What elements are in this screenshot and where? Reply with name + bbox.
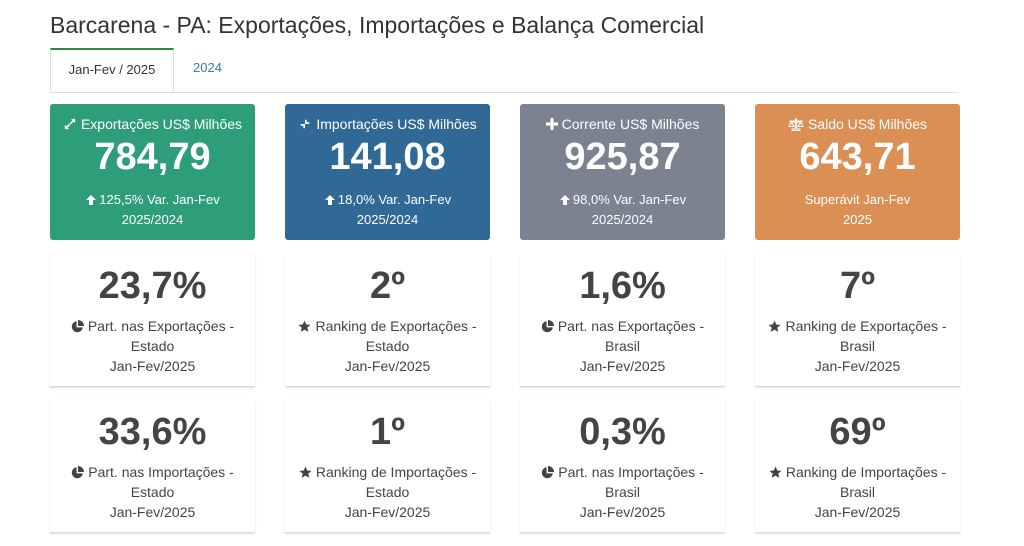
exports-variation: 125,5% Var. Jan-Fev	[99, 192, 220, 207]
corrente-period: 2025/2024	[591, 212, 654, 227]
stat-value: 1,6%	[579, 265, 666, 307]
stat-value: 0,3%	[579, 411, 666, 453]
stat-label: Part. nas Importações -	[558, 464, 704, 480]
stat-scope: Estado	[130, 338, 175, 354]
stat-value: 1º	[369, 411, 405, 453]
corrente-card: Corrente US$ Milhões 925,87 98,0% Var. J…	[520, 104, 725, 240]
saldo-status: Superávit Jan-Fev	[804, 192, 911, 207]
balance-scale-icon	[788, 118, 804, 131]
stat-period: Jan-Fev/2025	[579, 358, 666, 374]
stat-period: Jan-Fev/2025	[109, 504, 196, 520]
stat-label: Part. nas Exportações -	[87, 318, 235, 334]
saldo-card-title: Saldo US$ Milhões	[807, 116, 928, 132]
tab-bar: Jan-Fev / 2025 2024	[50, 48, 959, 93]
stat-scope: Estado	[130, 484, 175, 500]
stat-period: Jan-Fev/2025	[579, 504, 666, 520]
stat-part-exportacoes-brasil: 1,6% Part. nas Exportações - Brasil Jan-…	[520, 254, 725, 387]
expand-arrows-icon	[64, 118, 76, 130]
exports-value: 784,79	[94, 136, 211, 178]
stat-period: Jan-Fev/2025	[344, 504, 431, 520]
stat-part-exportacoes-estado: 23,7% Part. nas Exportações - Estado Jan…	[50, 254, 255, 387]
stat-label: Part. nas Exportações -	[557, 318, 705, 334]
stat-value: 2º	[369, 265, 405, 307]
stat-value: 23,7%	[98, 265, 207, 307]
stat-scope: Brasil	[839, 338, 875, 354]
pie-chart-icon	[541, 319, 554, 332]
imports-variation: 18,0% Var. Jan-Fev	[337, 192, 452, 207]
star-icon	[769, 465, 782, 478]
stat-part-importacoes-brasil: 0,3% Part. nas Importações - Brasil Jan-…	[520, 400, 725, 533]
pie-chart-icon	[542, 465, 555, 478]
page-title: Barcarena - PA: Exportações, Importações…	[50, 12, 705, 38]
stat-value: 69º	[829, 411, 886, 453]
tab-jan-fev-2025[interactable]: Jan-Fev / 2025	[50, 48, 174, 92]
imports-value: 141,08	[329, 136, 446, 178]
stat-value: 33,6%	[98, 411, 207, 453]
exports-period: 2025/2024	[121, 212, 184, 227]
stat-scope: Estado	[365, 338, 410, 354]
saldo-period: 2025	[843, 212, 872, 227]
arrow-up-icon	[559, 195, 570, 205]
corrente-variation: 98,0% Var. Jan-Fev	[572, 192, 687, 207]
stat-value: 7º	[839, 265, 875, 307]
stat-period: Jan-Fev/2025	[109, 358, 196, 374]
stat-part-importacoes-estado: 33,6% Part. nas Importações - Estado Jan…	[50, 400, 255, 533]
stat-ranking-exportacoes-estado: 2º Ranking de Exportações - Estado Jan-F…	[285, 254, 490, 387]
stat-label: Ranking de Exportações -	[785, 318, 947, 334]
exports-card: Exportações US$ Milhões 784,79 125,5% Va…	[50, 104, 255, 240]
compress-arrows-icon	[300, 118, 311, 130]
saldo-value: 643,71	[799, 136, 916, 178]
tab-2024[interactable]: 2024	[193, 60, 222, 75]
imports-card: Importações US$ Milhões 141,08 18,0% Var…	[285, 104, 490, 240]
arrow-up-icon	[324, 195, 335, 205]
plus-icon	[545, 118, 558, 130]
stat-scope: Estado	[365, 484, 410, 500]
pie-chart-icon	[72, 465, 85, 478]
stat-period: Jan-Fev/2025	[344, 358, 431, 374]
stat-period: Jan-Fev/2025	[814, 504, 901, 520]
arrow-up-icon	[86, 195, 97, 205]
star-icon	[299, 465, 312, 478]
stat-label: Part. nas Importações -	[88, 464, 234, 480]
stat-label: Ranking de Exportações -	[315, 318, 477, 334]
stat-scope: Brasil	[604, 338, 640, 354]
stat-label: Ranking de Importações -	[315, 464, 477, 480]
stat-ranking-exportacoes-brasil: 7º Ranking de Exportações - Brasil Jan-F…	[755, 254, 960, 387]
corrente-value: 925,87	[564, 136, 681, 178]
star-icon	[298, 319, 311, 332]
imports-card-title: Importações US$ Milhões	[316, 116, 477, 132]
saldo-card: Saldo US$ Milhões 643,71 Superávit Jan-F…	[755, 104, 960, 240]
stat-scope: Brasil	[604, 484, 640, 500]
pie-chart-icon	[71, 319, 84, 332]
exports-card-title: Exportações US$ Milhões	[80, 116, 243, 132]
stat-period: Jan-Fev/2025	[814, 358, 901, 374]
stat-ranking-importacoes-estado: 1º Ranking de Importações - Estado Jan-F…	[285, 400, 490, 533]
corrente-card-title: Corrente US$ Milhões	[561, 116, 700, 132]
star-icon	[768, 319, 781, 332]
stat-label: Ranking de Importações -	[785, 464, 947, 480]
stat-scope: Brasil	[839, 484, 875, 500]
stat-ranking-importacoes-brasil: 69º Ranking de Importações - Brasil Jan-…	[755, 400, 960, 533]
imports-period: 2025/2024	[356, 212, 419, 227]
